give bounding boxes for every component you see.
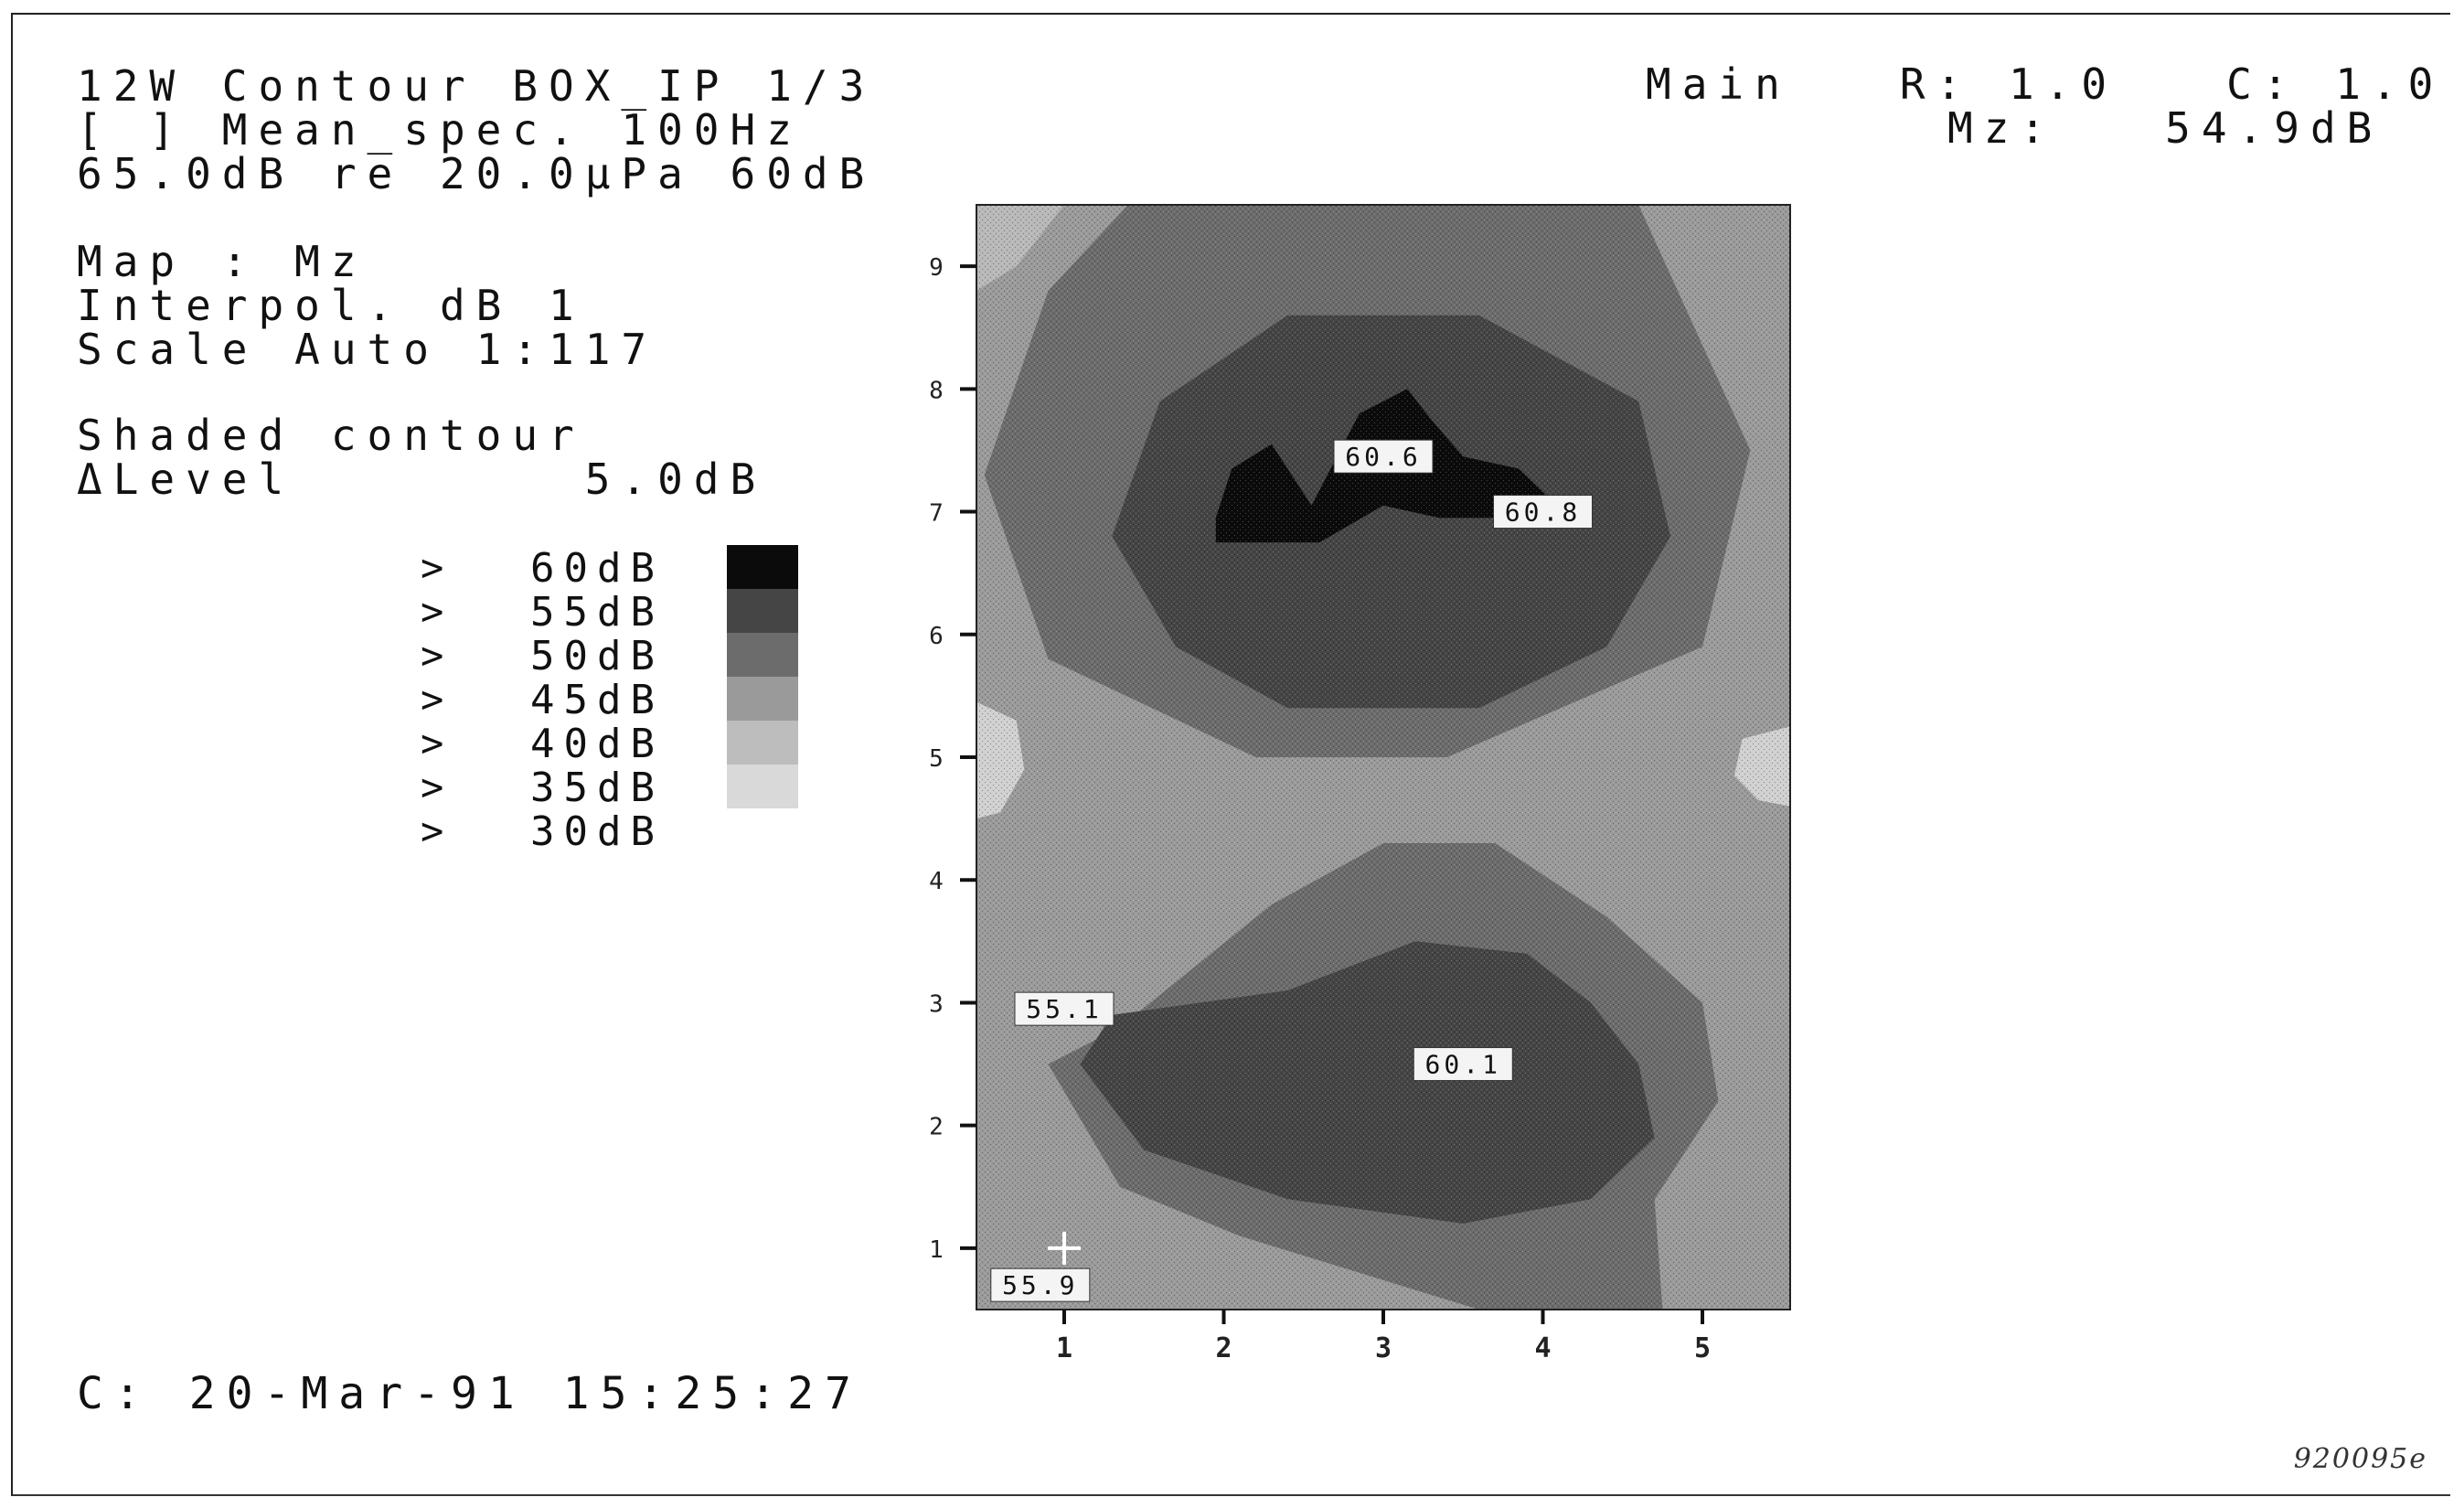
y-tick-label: 2	[929, 1114, 944, 1141]
legend-level: 55dB	[530, 589, 664, 636]
x-tick-label: 4	[1534, 1332, 1551, 1364]
legend-swatch	[727, 545, 798, 589]
x-tick-label: 2	[1215, 1332, 1232, 1364]
x-tick-label: 3	[1375, 1332, 1392, 1364]
measurement-title: 12W Contour BOX_IP 1/3	[77, 61, 876, 111]
value-label: 60.8	[1505, 497, 1581, 528]
y-tick-label: 4	[929, 868, 944, 895]
legend-symbol: >	[421, 633, 444, 678]
legend-swatch	[727, 765, 798, 808]
x-tick-label: 1	[1056, 1332, 1072, 1364]
value-label-box	[1413, 1047, 1513, 1082]
scale-setting: Scale Auto 1:117	[77, 325, 658, 374]
legend-symbol: >	[421, 808, 444, 853]
legend-symbol: >	[421, 677, 444, 722]
y-tick-label: 9	[929, 254, 944, 282]
legend-symbol: >	[421, 589, 444, 634]
y-tick-label: 1	[929, 1236, 944, 1264]
header-block: 12W Contour BOX_IP 1/3 [ ] Mean_spec. 10…	[77, 64, 875, 196]
legend-symbol: >	[421, 765, 444, 809]
timestamp: C: 20-Mar-91 15:25:27	[77, 1368, 862, 1419]
shading-mode: Shaded contour	[77, 411, 585, 460]
map-settings: Map : Mz Interpol. dB 1 Scale Auto 1:117	[77, 240, 657, 371]
contour-map-chart: 1 2 3 4 5 6 7 8 9 1 2 3 4 5 60.6 60.8 55.1 60.1 55.9	[929, 204, 1791, 1364]
value-label-box	[990, 1267, 1091, 1302]
y-tick-label: 6	[929, 623, 944, 650]
y-tick-label: 8	[929, 377, 944, 404]
cursor-value: Mz: 54.9dB	[1947, 103, 2384, 153]
reference-level: 65.0dB re 20.0µPa 60dB	[77, 149, 876, 198]
cursor-position: Main R: 1.0 C: 1.0	[1646, 59, 2445, 109]
legend-swatch	[727, 677, 798, 721]
value-label: 60.1	[1425, 1050, 1501, 1080]
value-label-box	[1014, 991, 1115, 1026]
legend-symbol: >	[421, 545, 444, 590]
map-type: Map : Mz	[77, 237, 368, 286]
plot-frame	[11, 13, 2450, 1496]
legend-level: 30dB	[530, 808, 664, 855]
value-label: 55.9	[1002, 1270, 1078, 1300]
legend-level: 35dB	[530, 765, 664, 811]
value-label: 55.1	[1026, 994, 1102, 1024]
legend-symbol: >	[421, 721, 444, 765]
legend-swatch	[727, 633, 798, 677]
delta-level: ΔLevel 5.0dB	[77, 455, 767, 504]
dither-overlay	[976, 205, 1790, 1310]
cursor-readout: Main R: 1.0 C: 1.0 Mz: 54.9dB	[1646, 62, 2444, 150]
x-tick-label: 5	[1694, 1332, 1711, 1364]
value-label-box	[1333, 439, 1434, 474]
spectrum-info: [ ] Mean_spec. 100Hz	[77, 105, 803, 155]
legend-level: 50dB	[530, 633, 664, 679]
y-tick-label: 3	[929, 990, 944, 1018]
shading-settings: Shaded contour ΔLevel 5.0dB	[77, 413, 766, 501]
interpolation: Interpol. dB 1	[77, 281, 585, 330]
legend-level: 60dB	[530, 545, 664, 592]
y-tick-label: 7	[929, 500, 944, 528]
legend-swatch	[727, 589, 798, 633]
legend-level: 45dB	[530, 677, 664, 723]
legend-swatch	[727, 721, 798, 765]
y-tick-label: 5	[929, 745, 944, 773]
value-label: 60.6	[1345, 442, 1421, 472]
value-label-box	[1493, 495, 1594, 529]
figure-code: 920095e	[2293, 1443, 2427, 1475]
legend-level: 40dB	[530, 721, 664, 767]
